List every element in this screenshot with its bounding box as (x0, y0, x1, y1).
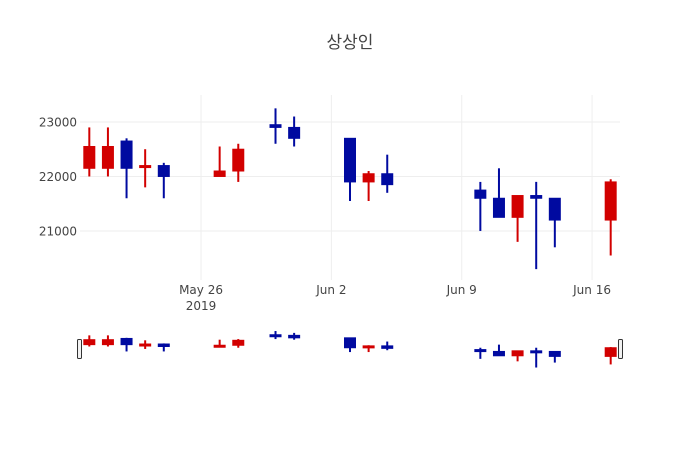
candle[interactable] (530, 181, 543, 270)
candle-body (604, 181, 617, 221)
candle[interactable] (474, 181, 487, 231)
candle[interactable] (492, 168, 505, 218)
candle-body (269, 124, 282, 128)
candle-body (83, 145, 96, 169)
mini-candle (269, 331, 282, 340)
mini-candle (492, 344, 505, 357)
candle[interactable] (120, 138, 133, 199)
mini-candle (101, 335, 114, 347)
mini-candle (604, 347, 617, 365)
candle-body (381, 173, 394, 186)
mini-candle (381, 341, 394, 351)
mini-candle (157, 343, 170, 352)
mini-candle (232, 339, 245, 348)
candle[interactable] (511, 195, 524, 242)
mini-candle (213, 339, 226, 348)
candle-body (530, 195, 543, 199)
y-tick-label: 21000 (39, 224, 77, 238)
candle-body (101, 145, 114, 169)
candle[interactable] (344, 137, 356, 201)
mini-candle (362, 345, 375, 353)
candle-body (120, 140, 133, 169)
candle-body (213, 170, 226, 177)
candle-body (139, 165, 152, 169)
candle[interactable] (83, 127, 96, 177)
x-tick-label: May 26 (179, 283, 223, 297)
range-slider-right-handle[interactable] (618, 339, 623, 359)
candle-body (362, 173, 375, 183)
candle-body (548, 197, 561, 221)
x-tick-label: Jun 9 (446, 283, 477, 297)
candle[interactable] (269, 108, 282, 144)
x-tick-sublabel: 2019 (186, 299, 217, 313)
candle[interactable] (381, 154, 394, 193)
x-tick-label: Jun 16 (572, 283, 611, 297)
candle[interactable] (213, 146, 226, 177)
range-slider[interactable] (77, 328, 623, 370)
candlestick-series[interactable] (83, 108, 617, 270)
mini-candle (530, 347, 543, 368)
candle[interactable] (604, 179, 617, 256)
chart-title: 상상인 (327, 33, 374, 53)
candle-body (474, 189, 487, 199)
mini-candle (288, 332, 301, 340)
y-axis-ticks: 21000 22000 23000 (39, 115, 77, 238)
candle[interactable] (362, 171, 375, 201)
mini-candle (83, 335, 96, 347)
mini-candle (120, 337, 133, 352)
candle[interactable] (548, 197, 561, 248)
candle-body (232, 148, 245, 172)
candle-body (511, 195, 524, 218)
candle[interactable] (101, 127, 114, 177)
gridlines (80, 95, 620, 280)
x-tick-label: Jun 2 (315, 283, 346, 297)
candle-body (344, 137, 356, 183)
candle-body (288, 126, 301, 139)
mini-candle (139, 340, 152, 349)
candle[interactable] (288, 116, 301, 147)
mini-candle (344, 337, 356, 353)
candle[interactable] (157, 162, 170, 199)
range-slider-left-handle[interactable] (77, 339, 82, 359)
candle[interactable] (139, 149, 152, 188)
x-axis-ticks: May 26 2019 Jun 2 Jun 9 Jun 16 (179, 283, 611, 313)
mini-candle (474, 347, 487, 359)
mini-candle (511, 350, 524, 362)
candle[interactable] (232, 143, 245, 182)
y-tick-label: 22000 (39, 170, 77, 184)
mini-candle (548, 350, 561, 363)
candle-body (492, 197, 505, 218)
y-tick-label: 23000 (39, 115, 77, 129)
candle-body (157, 165, 170, 177)
